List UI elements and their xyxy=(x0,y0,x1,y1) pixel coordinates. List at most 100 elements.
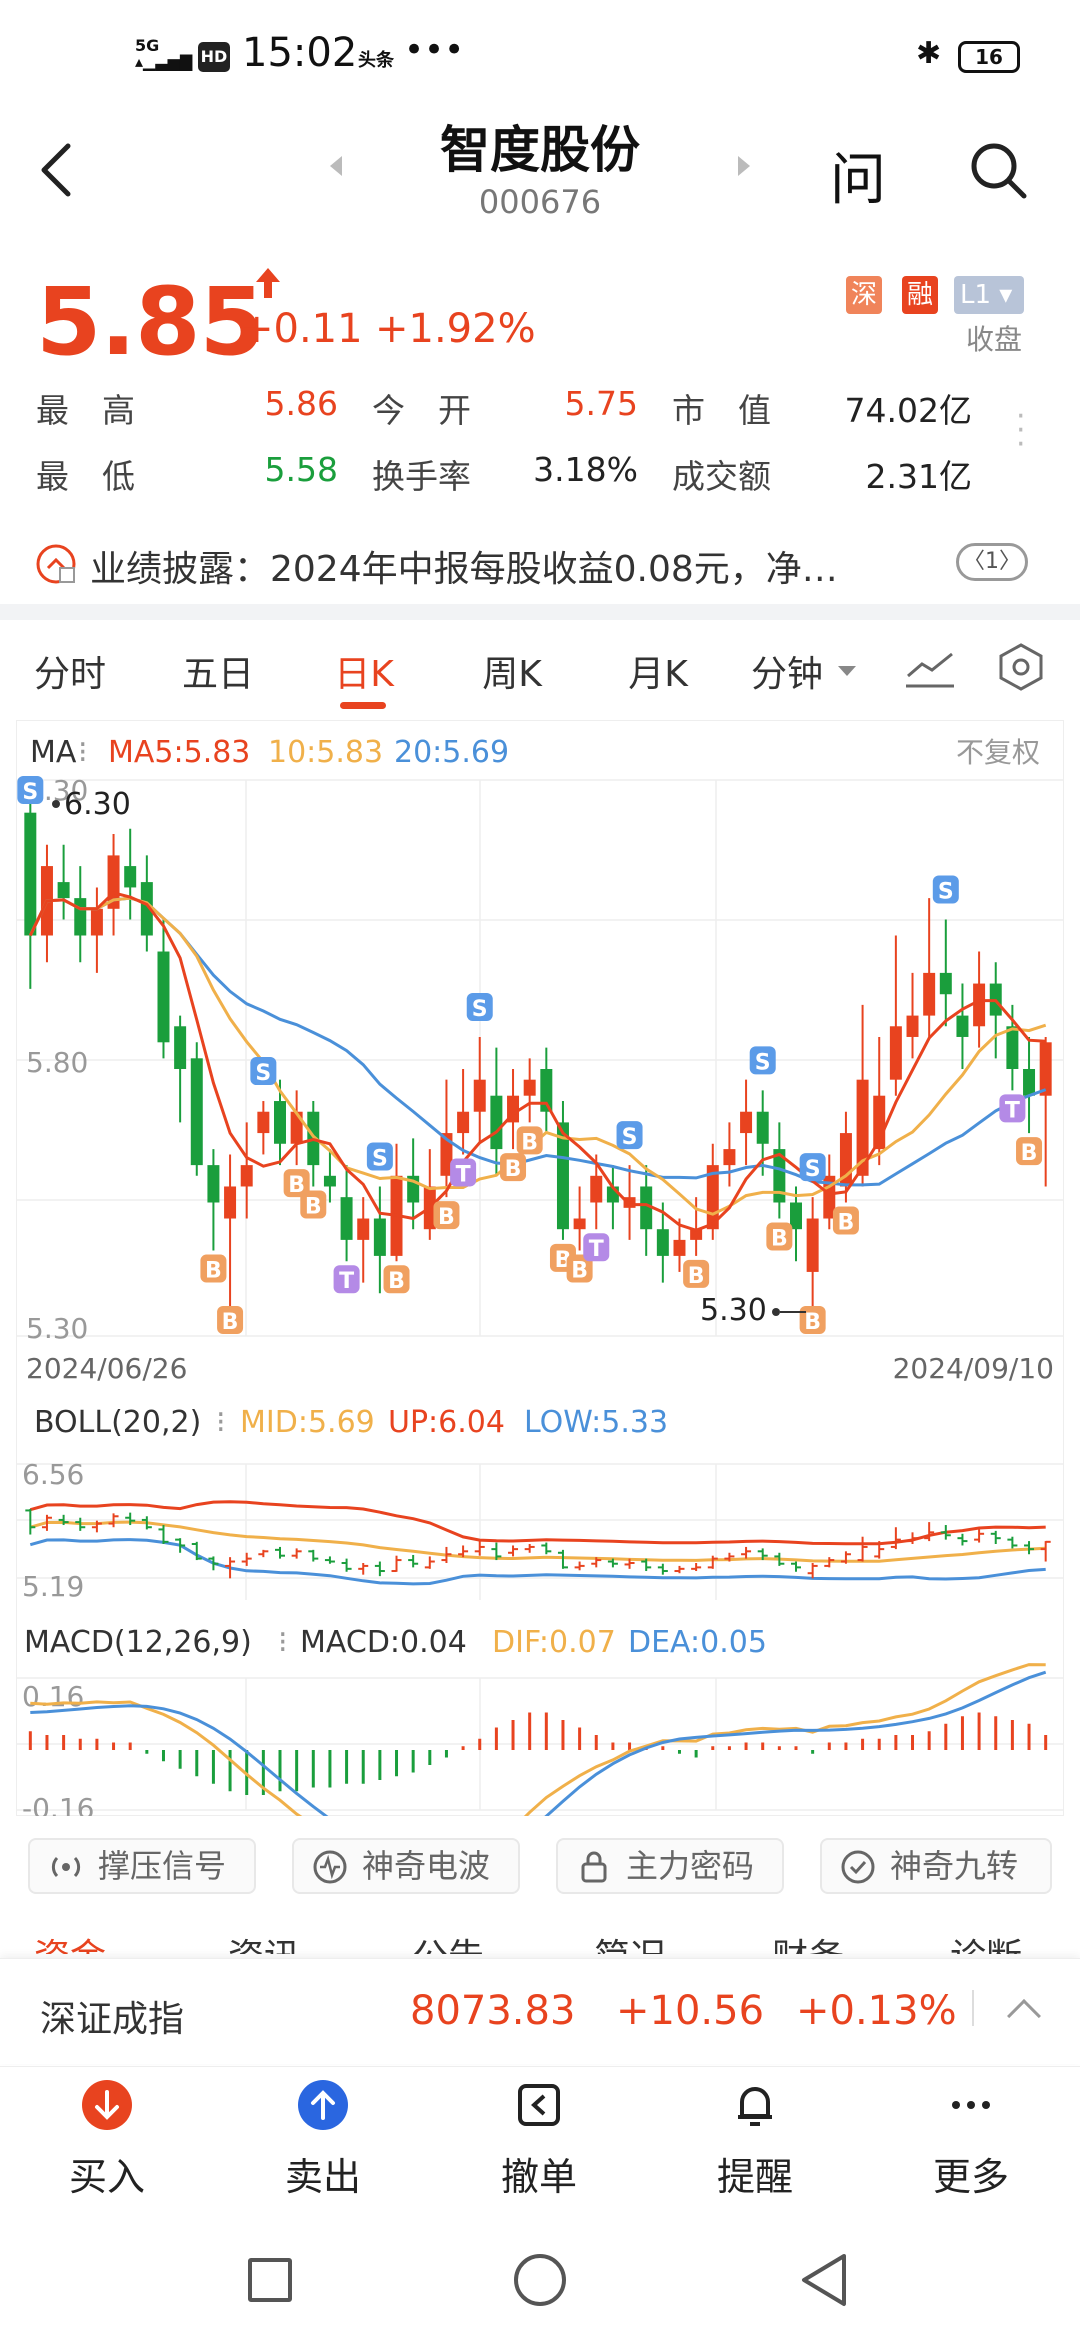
index-value: 8073.83 xyxy=(410,1988,576,2034)
chart-style-icon[interactable] xyxy=(904,646,956,690)
info-tab-2[interactable]: 公告 xyxy=(412,1928,484,1954)
tab-5[interactable]: 分钟 xyxy=(750,654,823,695)
tool-button-2[interactable]: 主力密码 xyxy=(556,1838,784,1894)
announcement-text[interactable]: 业绩披露：2024年中报每股收益0.08元，净… xyxy=(90,549,838,590)
candle-body xyxy=(973,983,986,1027)
candle-body xyxy=(573,1218,586,1230)
tool-button-1[interactable]: 神奇电波 xyxy=(292,1838,520,1894)
action-bar xyxy=(0,2066,1080,2216)
info-tab-5[interactable]: 诊断 xyxy=(950,1928,1022,1954)
candle-body xyxy=(140,882,153,936)
kline-chart[interactable]: MA ⁝ MA5:5.83 10:5.83 20:5.69 不复权 6.30 5… xyxy=(16,720,1064,1816)
candle-body xyxy=(74,898,87,936)
signal-marker-label: T xyxy=(456,1162,471,1187)
signal-marker-label: B xyxy=(388,1269,405,1294)
alert-label: 提醒 xyxy=(716,2155,793,2199)
info-tab-3[interactable]: 简况 xyxy=(594,1928,666,1954)
macd-histogram xyxy=(28,1712,1048,1795)
signal-marker xyxy=(500,1153,527,1182)
candle-body xyxy=(124,866,137,888)
signal-marker xyxy=(566,1254,593,1283)
buy-button[interactable]: 买入 xyxy=(32,2080,182,2201)
more-label: 更多 xyxy=(932,2155,1009,2199)
app-notification-icon: 头条 xyxy=(358,50,394,71)
price-tick-mid: 5.80 xyxy=(26,1046,88,1079)
candle-body xyxy=(656,1229,669,1256)
tab-3[interactable]: 周K xyxy=(482,654,542,695)
candle-body xyxy=(1006,1026,1019,1069)
info-tab-4[interactable]: 财务 xyxy=(772,1928,844,1954)
signal-marker xyxy=(450,1158,477,1187)
alert-button[interactable]: 提醒 xyxy=(680,2080,830,2201)
back-nav-button[interactable] xyxy=(798,2252,850,2308)
low-dot xyxy=(772,1308,780,1316)
sell-icon xyxy=(298,2080,348,2130)
lock-icon xyxy=(581,1851,607,1883)
tool-button-3[interactable]: 神奇九转 xyxy=(820,1838,1052,1894)
market-status: 收盘 xyxy=(966,323,1023,356)
candle-body xyxy=(240,1165,253,1187)
candle-body xyxy=(274,1101,286,1144)
candle-body xyxy=(956,1015,969,1037)
tab-0[interactable]: 分时 xyxy=(33,654,106,695)
signal-marker-label: B xyxy=(838,1211,855,1236)
boll-tick-bottom: 5.19 xyxy=(22,1570,84,1603)
index-bar[interactable] xyxy=(0,1958,1080,2064)
candle-body xyxy=(806,1218,819,1272)
candle-body xyxy=(290,1111,303,1144)
signal-marker xyxy=(466,992,493,1021)
settings-icon[interactable] xyxy=(996,642,1046,692)
level-badge[interactable]: L1 ▾ xyxy=(954,276,1024,314)
signal-marker-label: B xyxy=(305,1194,322,1219)
more-button[interactable]: 更多 xyxy=(896,2080,1046,2201)
recent-apps-button[interactable] xyxy=(248,2258,292,2302)
info-tab-1[interactable]: 资讯 xyxy=(228,1928,300,1954)
boll-mid-line xyxy=(29,1520,1046,1563)
candle-body xyxy=(523,1079,536,1096)
boll-low: LOW:5.33 xyxy=(524,1405,668,1440)
margin-badge: 融 xyxy=(902,276,938,314)
candle-body xyxy=(923,972,936,1016)
clock: 15:02 xyxy=(242,30,358,76)
boll-label: BOLL(20,2) xyxy=(34,1405,201,1440)
candle-body xyxy=(323,1175,336,1187)
signal-marker-label: B xyxy=(571,1259,588,1284)
back-icon[interactable] xyxy=(34,140,78,200)
stock-code: 000676 xyxy=(478,183,602,221)
next-stock-icon[interactable] xyxy=(738,156,750,176)
signal-marker-label: S xyxy=(372,1146,388,1171)
bluetooth-icon: ✱ xyxy=(916,36,942,71)
signal-marker-label: B xyxy=(771,1227,788,1252)
signal-marker xyxy=(616,1121,643,1150)
quote-value: 5.58 xyxy=(264,450,338,489)
tab-4[interactable]: 月K xyxy=(628,654,688,695)
tab-1[interactable]: 五日 xyxy=(181,654,254,695)
buy-label: 买入 xyxy=(68,2155,145,2199)
price-change-pct: +1.92% xyxy=(375,306,536,352)
tool-button-0[interactable]: 撑压信号 xyxy=(28,1838,256,1894)
prev-stock-icon[interactable] xyxy=(330,156,342,176)
tab-2[interactable]: 日K xyxy=(334,654,394,695)
candle-body xyxy=(690,1229,703,1240)
candle-body xyxy=(257,1111,270,1134)
ask-button[interactable]: 问 xyxy=(830,148,886,213)
bell-icon xyxy=(738,2087,772,2126)
more-vertical-icon[interactable]: · · · xyxy=(1016,399,1026,462)
chevron-down-icon[interactable] xyxy=(838,666,856,676)
signal-marker-label: B xyxy=(288,1173,305,1198)
chart-panel[interactable] xyxy=(16,720,1064,1816)
cancel-order-button[interactable]: 撤单 xyxy=(464,2080,614,2201)
candle-body xyxy=(590,1175,603,1203)
signal-marker xyxy=(516,1126,543,1155)
search-icon[interactable] xyxy=(968,140,1028,200)
info-tab-0[interactable]: 资金 xyxy=(34,1928,106,1954)
adjust-mode: 不复权 xyxy=(956,736,1040,769)
sell-button[interactable]: 卖出 xyxy=(248,2080,398,2201)
signal-marker xyxy=(683,1259,710,1288)
candle-body xyxy=(823,1175,836,1219)
signal-marker-label: T xyxy=(589,1237,604,1262)
candle-body xyxy=(24,812,37,936)
home-button[interactable] xyxy=(514,2254,566,2306)
announcement-count[interactable]: 〈1〉 xyxy=(956,543,1028,581)
candle-body xyxy=(457,1111,470,1134)
